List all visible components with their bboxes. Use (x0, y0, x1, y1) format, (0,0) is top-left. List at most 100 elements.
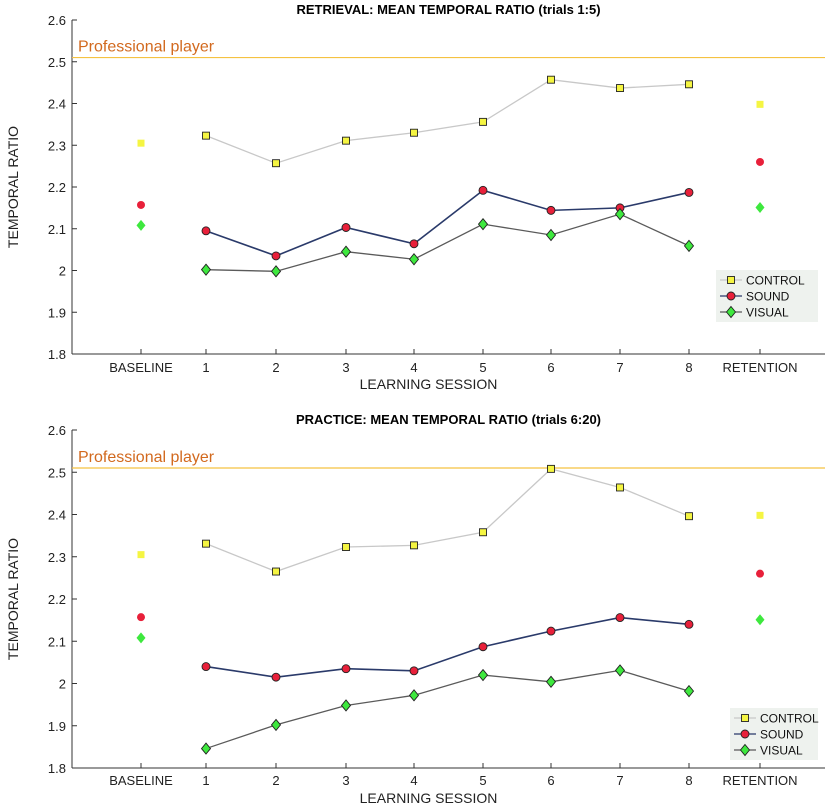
series-sound (137, 569, 764, 682)
data-point-visual (270, 265, 282, 278)
x-axis-label: LEARNING SESSION (360, 790, 498, 806)
data-point-control (479, 528, 487, 537)
x-tick-label: 3 (342, 360, 349, 375)
data-point-visual (477, 668, 489, 682)
data-point-sound (546, 626, 556, 636)
baseline-point-control (137, 139, 145, 147)
series-visual (136, 201, 765, 278)
data-point-sound (341, 223, 351, 232)
x-tick-label: 7 (616, 360, 623, 375)
data-point-control (202, 539, 210, 548)
y-tick-label: 2 (59, 677, 66, 692)
data-point-control (410, 128, 418, 137)
x-tick-label: 1 (202, 360, 209, 375)
data-point-sound (409, 666, 419, 676)
x-tick-label: 6 (547, 360, 554, 375)
data-point-control (342, 136, 350, 145)
baseline-point-control (137, 551, 145, 559)
series-line-control (205, 79, 690, 164)
legend-marker-sound (740, 729, 750, 739)
data-point-sound (271, 672, 281, 682)
legend-marker-sound (726, 291, 736, 301)
y-tick-label: 2.4 (48, 97, 66, 112)
chart-title: RETRIEVAL: MEAN TEMPORAL RATIO (trials 1… (296, 2, 600, 17)
y-axis-label: TEMPORAL RATIO (5, 538, 21, 660)
data-point-visual (477, 217, 489, 231)
series-line-visual (205, 669, 690, 750)
data-point-sound (546, 205, 556, 215)
data-point-visual (614, 207, 626, 221)
series-line-sound (205, 189, 690, 257)
y-tick-label: 2.6 (48, 423, 66, 438)
baseline-point-visual (136, 632, 146, 644)
y-tick-label: 2.1 (48, 222, 66, 237)
data-point-sound (478, 642, 488, 652)
data-point-sound (201, 226, 211, 236)
y-axis-label: TEMPORAL RATIO (5, 126, 21, 248)
x-tick-label: 4 (410, 360, 417, 375)
legend-label-visual: VISUAL (760, 744, 803, 758)
y-tick-label: 2.2 (48, 592, 66, 607)
retention-point-sound (756, 569, 764, 578)
baseline-point-sound (137, 200, 145, 209)
y-tick-label: 2.3 (48, 550, 66, 565)
x-tick-label: 2 (272, 773, 279, 788)
y-tick-label: 2 (59, 264, 66, 279)
data-point-sound (684, 619, 694, 629)
data-point-visual (408, 253, 420, 266)
retention-point-sound (756, 157, 764, 166)
series-control (137, 464, 764, 576)
data-point-visual (545, 675, 557, 689)
legend-label-visual: VISUAL (746, 306, 789, 320)
baseline-point-sound (137, 613, 145, 622)
chart-panel-1: RETRIEVAL: MEAN TEMPORAL RATIO (trials 1… (5, 2, 825, 392)
x-tick-label: 1 (202, 773, 209, 788)
x-tick-label: BASELINE (109, 773, 173, 788)
data-point-control (685, 512, 693, 521)
data-point-sound (684, 187, 694, 197)
data-point-visual (200, 742, 212, 755)
data-point-visual (683, 684, 695, 698)
data-point-control (410, 541, 418, 550)
y-tick-label: 2.6 (48, 13, 66, 28)
data-point-visual (340, 245, 352, 258)
data-point-sound (478, 185, 488, 195)
x-tick-label: RETENTION (722, 773, 797, 788)
data-point-sound (201, 662, 211, 672)
series-line-sound (205, 616, 690, 678)
data-point-control (479, 117, 487, 126)
data-point-sound (615, 613, 625, 623)
baseline-point-visual (136, 219, 146, 231)
data-point-control (272, 567, 280, 576)
legend-marker-visual (725, 305, 737, 319)
x-tick-label: 6 (547, 773, 554, 788)
data-point-sound (271, 251, 281, 261)
x-tick-label: 8 (685, 773, 692, 788)
legend-marker-control (741, 714, 749, 722)
legend-label-control: CONTROL (760, 712, 819, 726)
x-tick-label: 7 (616, 773, 623, 788)
x-tick-label: 3 (342, 773, 349, 788)
series-control (137, 75, 764, 168)
data-point-visual (683, 239, 695, 253)
x-tick-label: 5 (479, 360, 486, 375)
legend-label-sound: SOUND (760, 728, 804, 742)
data-point-visual (545, 228, 557, 242)
x-tick-label: 4 (410, 773, 417, 788)
series-visual (136, 614, 765, 755)
data-point-sound (409, 239, 419, 249)
series-sound (137, 157, 764, 261)
y-tick-label: 1.9 (48, 719, 66, 734)
y-tick-label: 2.5 (48, 55, 66, 70)
y-tick-label: 1.8 (48, 761, 66, 776)
x-tick-label: 5 (479, 773, 486, 788)
retention-point-visual (755, 201, 765, 213)
x-tick-label: BASELINE (109, 360, 173, 375)
data-point-control (616, 84, 624, 93)
data-point-visual (614, 664, 626, 677)
y-tick-label: 2.4 (48, 508, 66, 523)
data-point-control (616, 483, 624, 492)
data-point-visual (340, 699, 352, 712)
y-tick-label: 1.9 (48, 305, 66, 320)
retention-point-control (756, 511, 764, 519)
